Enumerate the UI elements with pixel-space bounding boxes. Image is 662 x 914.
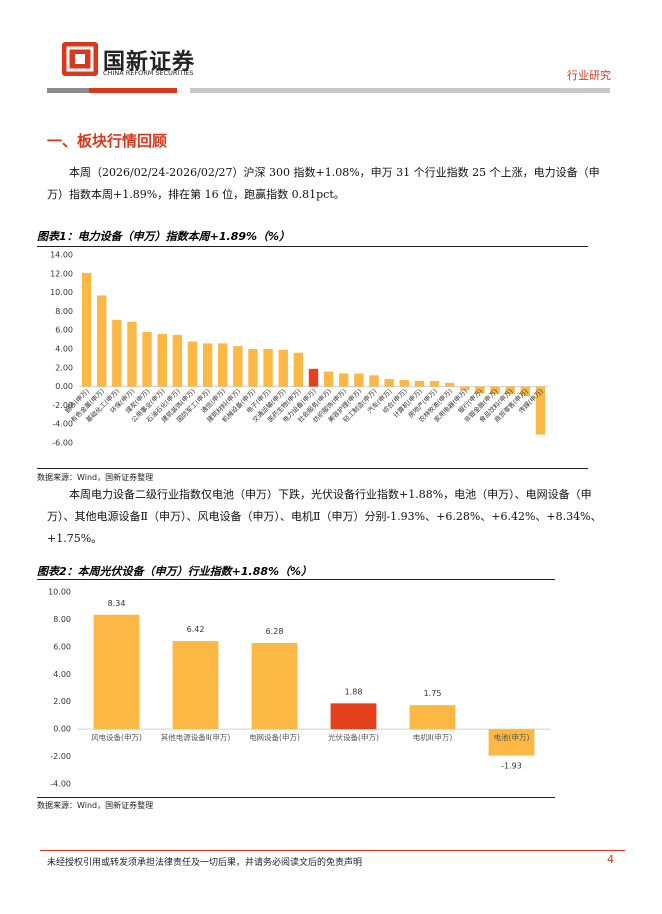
bar: [429, 380, 440, 387]
bar: [490, 386, 500, 395]
bar: [323, 371, 334, 387]
bar: [127, 321, 137, 387]
figure-caption: 图表2：本周光伏设备（申万）行业指数+1.88%（%）: [37, 565, 313, 578]
bar: [414, 380, 425, 387]
bar: [172, 334, 183, 387]
bar: [263, 349, 273, 387]
bar: [488, 729, 535, 756]
bar: [202, 343, 213, 387]
bar: [248, 349, 258, 387]
bar: [409, 705, 456, 730]
y-tick-label: 12.00: [50, 269, 73, 278]
x-tick-label: 电池(申万): [494, 732, 530, 742]
y-tick-label: 8.00: [53, 615, 71, 624]
x-tick-label: 光伏设备(申万): [328, 732, 379, 742]
y-tick-label: -2.00: [52, 401, 73, 410]
bar: [278, 349, 288, 387]
rule: [37, 468, 588, 469]
footer-rule: [40, 850, 625, 851]
bar: [81, 272, 92, 387]
page-number: 4: [607, 853, 614, 866]
bar: [505, 386, 515, 395]
y-tick-label: 2.00: [55, 363, 73, 372]
bar: [475, 386, 485, 394]
y-tick-label: 0.00: [53, 725, 71, 734]
bar: [520, 386, 530, 396]
disclaimer: 未经授权引用或转发须承担法律责任及一切后果，并请务必阅读文后的免责声明: [47, 858, 363, 868]
data-label: -1.93: [501, 762, 522, 771]
source: 数据来源：Wind，国新证券整理: [37, 801, 154, 810]
x-tick-label: 电网设备(申万): [249, 732, 300, 742]
rule: [37, 797, 555, 798]
bar: [112, 319, 122, 387]
chart: 10.00 8.00 6.00 4.00 2.00 0.00 -2.00 -4.00 风电设备(…: [48, 588, 551, 789]
bar: [339, 373, 349, 387]
y-tick-label: 4.00: [53, 670, 71, 679]
bar: [308, 368, 319, 387]
chart: 14.00 12.00 10.00 8.00 6.00 4.00 2.00 0.00 -2.00…: [50, 251, 548, 448]
bar: [535, 386, 546, 435]
bar: [444, 382, 455, 387]
bar: [384, 379, 394, 387]
x-tick-label: 其他电源设备Ⅱ(申万): [161, 732, 231, 742]
bar: [172, 641, 219, 730]
header-bar: [47, 88, 89, 93]
bar: [330, 703, 377, 730]
data-label: 6.28: [266, 627, 284, 636]
bar: [142, 332, 152, 387]
data-label: 1.75: [424, 689, 442, 698]
y-tick-label: 6.00: [53, 642, 71, 651]
data-label: 1.88: [345, 687, 363, 696]
y-tick-label: -4.00: [52, 420, 73, 429]
y-tick-label: 14.00: [50, 251, 73, 260]
bar: [460, 386, 470, 391]
y-tick-label: 4.00: [55, 345, 73, 354]
bar: [369, 375, 379, 387]
y-tick-label: -6.00: [52, 439, 73, 448]
header-bar: [89, 88, 177, 93]
paragraph: 本周（2026/02/24-2026/02/27）沪深 300 指数+1.08%…: [47, 166, 600, 201]
y-tick-label: 10.00: [50, 288, 73, 297]
x-tick-label: 风电设备(申万): [91, 732, 142, 742]
y-tick-label: -4.00: [50, 780, 71, 789]
header-bar: [190, 88, 610, 93]
y-tick-label: -2.00: [50, 752, 71, 761]
y-tick-label: 8.00: [55, 307, 73, 316]
bar: [187, 341, 198, 387]
data-label: 8.34: [108, 599, 126, 608]
y-tick-label: 6.00: [55, 326, 73, 335]
bar: [354, 373, 364, 387]
section-title: 一、板块行情回顾: [47, 132, 168, 150]
bar: [218, 343, 228, 387]
x-tick-label: 电机Ⅱ(申万): [413, 732, 453, 742]
bar: [157, 333, 167, 387]
bar: [233, 346, 243, 387]
brand: 国新证券: [103, 50, 196, 75]
logo-icon: [62, 42, 98, 76]
brand-en: CHINA REFORM SECURITIES: [103, 69, 194, 77]
rule: [37, 579, 555, 580]
figure-caption: 图表1：电力设备（申万）指数本周+1.89%（%）: [37, 228, 588, 247]
bar: [97, 295, 107, 387]
source: 数据来源：Wind，国新证券整理: [37, 473, 154, 482]
section-tag: 行业研究: [567, 69, 611, 82]
paragraph: 本周电力设备二级行业指数仅电池（申万）下跌，光伏设备行业指数+1.88%，电池（…: [47, 488, 602, 545]
data-label: 6.42: [187, 625, 205, 634]
bar: [399, 380, 409, 387]
bar: [93, 614, 140, 730]
bar: [293, 352, 304, 387]
y-tick-label: 10.00: [48, 588, 71, 597]
bar: [251, 643, 298, 730]
y-tick-label: 0.00: [55, 382, 73, 391]
y-tick-label: 2.00: [53, 697, 71, 706]
